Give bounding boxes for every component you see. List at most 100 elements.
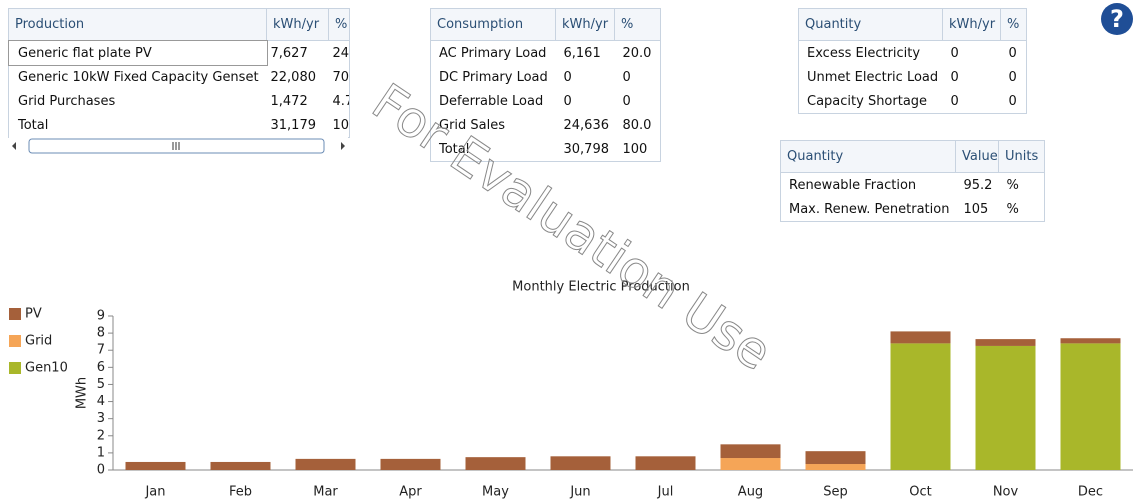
- table-row: Generic 10kW Fixed Capacity Genset 22,080…: [9, 65, 350, 89]
- column-header: Value: [955, 140, 999, 173]
- table-cell: 1,472: [270, 93, 308, 109]
- chart-title: Monthly Electric Production: [512, 280, 690, 295]
- table-cell: AC Primary Load: [439, 45, 547, 61]
- bar-segment: [550, 456, 611, 470]
- table-cell: 30,798: [563, 141, 610, 157]
- scroll-right[interactable]: [341, 142, 345, 150]
- header-row: Consumption kWh/yr%: [430, 8, 661, 41]
- scroll-left[interactable]: [12, 142, 16, 150]
- table-cell: 24,636: [563, 117, 610, 133]
- table-cell: Generic 10kW Fixed Capacity Genset: [18, 69, 259, 85]
- x-tick-label: Dec: [1078, 485, 1103, 500]
- table-cell: 105: [963, 201, 989, 217]
- bar-segment: [805, 451, 866, 465]
- data-table: Quantity Value Units Renewable Fraction 95.2…: [780, 140, 1045, 222]
- legend-label: Gen10: [25, 361, 68, 376]
- bar-segment: [975, 345, 1036, 470]
- table-cell: 0: [622, 93, 631, 109]
- table-cell: Total: [18, 117, 49, 133]
- bar-segment: [1060, 338, 1121, 344]
- table-cell: 0: [950, 93, 959, 109]
- table-cell: Total: [439, 141, 470, 157]
- column-header: kWh/yr: [942, 8, 1001, 41]
- table-row: Renewable Fraction 95.2%: [781, 173, 1045, 198]
- y-tick-label: 0: [97, 463, 105, 478]
- table-row: Grid Purchases 1,472 4.7: [9, 89, 350, 113]
- column-header: %: [328, 8, 350, 41]
- table-row: Max. Renew. Penetration 105%: [781, 197, 1045, 222]
- column-header: Consumption: [430, 8, 556, 41]
- x-tick-label: Jun: [569, 485, 590, 500]
- x-tick-label: Jan: [144, 485, 165, 500]
- table-cell: 70.: [332, 69, 350, 85]
- table-row: Total 31,179 100: [9, 113, 350, 138]
- legend-swatch: [9, 362, 21, 374]
- y-tick-label: 2: [97, 428, 105, 443]
- y-tick-label: 9: [97, 309, 105, 324]
- help-button[interactable]: ?: [1101, 3, 1133, 35]
- column-header: kWh/yr: [555, 8, 615, 41]
- bar-segment: [125, 461, 186, 470]
- table-row: Deferrable Load 0 0: [431, 89, 661, 113]
- table-cell: 24.: [332, 45, 350, 61]
- y-tick-label: 4: [97, 394, 105, 409]
- table-cell: 6,161: [563, 45, 601, 61]
- bar-segment: [890, 331, 951, 344]
- table-cell: DC Primary Load: [439, 69, 548, 85]
- x-tick-label: Nov: [993, 485, 1019, 500]
- table-cell: 0: [563, 93, 572, 109]
- y-tick-label: 8: [97, 326, 105, 341]
- table-cell: 7,627: [270, 45, 308, 61]
- table-cell: Unmet Electric Load: [807, 69, 939, 85]
- x-tick-label: Oct: [909, 485, 931, 500]
- y-tick-label: 3: [97, 411, 105, 426]
- table-cell: Deferrable Load: [439, 93, 544, 109]
- table-cell: 0: [622, 69, 631, 85]
- data-table: Consumption kWh/yr% AC Primary Load 6,161 20…: [430, 8, 661, 162]
- table-cell: %: [1006, 177, 1019, 193]
- header-row: Quantity Value Units: [780, 140, 1045, 173]
- bar-segment: [210, 461, 271, 470]
- scrollbar[interactable]: [9, 137, 348, 155]
- bar-segment: [805, 464, 866, 470]
- legend-label: Grid: [25, 334, 52, 349]
- table-row: DC Primary Load 0 0: [431, 65, 661, 89]
- column-header: kWh/yr: [266, 8, 329, 41]
- x-tick-label: Jul: [657, 485, 674, 500]
- table-cell: 0: [1008, 69, 1017, 85]
- table-cell: 0: [1008, 45, 1017, 61]
- table-cell: 22,080: [270, 69, 317, 85]
- table-cell: 0: [1008, 93, 1017, 109]
- table-cell: Grid Purchases: [18, 93, 116, 109]
- table-cell: 4.7: [332, 93, 350, 109]
- y-axis-label: MWh: [75, 377, 90, 409]
- table-row: Excess Electricity 0 0: [799, 41, 1027, 66]
- bar-segment: [465, 457, 526, 470]
- x-tick-label: Aug: [738, 485, 763, 500]
- y-tick-label: 6: [97, 360, 105, 375]
- data-table: Production kWh/yr% Generic flat plate PV 7,…: [7, 8, 350, 138]
- column-header: Units: [998, 140, 1045, 173]
- column-header: %: [1000, 8, 1027, 41]
- bar-segment: [720, 458, 781, 470]
- bar-segment: [720, 444, 781, 459]
- table-row: Capacity Shortage 0 0: [799, 89, 1027, 114]
- table-cell: 0: [563, 69, 572, 85]
- table-row: Total 30,798 100: [431, 137, 661, 162]
- bar-segment: [380, 458, 441, 470]
- bar-segment: [890, 343, 951, 470]
- legend-swatch: [9, 308, 21, 320]
- data-table: Quantity kWh/yr% Excess Electricity 0 0 Unmet…: [798, 8, 1027, 114]
- table-cell: Renewable Fraction: [789, 177, 917, 193]
- table-cell: 20.0: [622, 45, 652, 61]
- column-header: Quantity: [780, 140, 956, 173]
- table-cell: 0: [950, 45, 959, 61]
- table-cell: 80.0: [622, 117, 652, 133]
- bar-segment: [635, 456, 696, 470]
- y-tick-label: 5: [97, 377, 105, 392]
- bar-segment: [295, 458, 356, 470]
- column-header: %: [614, 8, 661, 41]
- table-cell: Grid Sales: [439, 117, 506, 133]
